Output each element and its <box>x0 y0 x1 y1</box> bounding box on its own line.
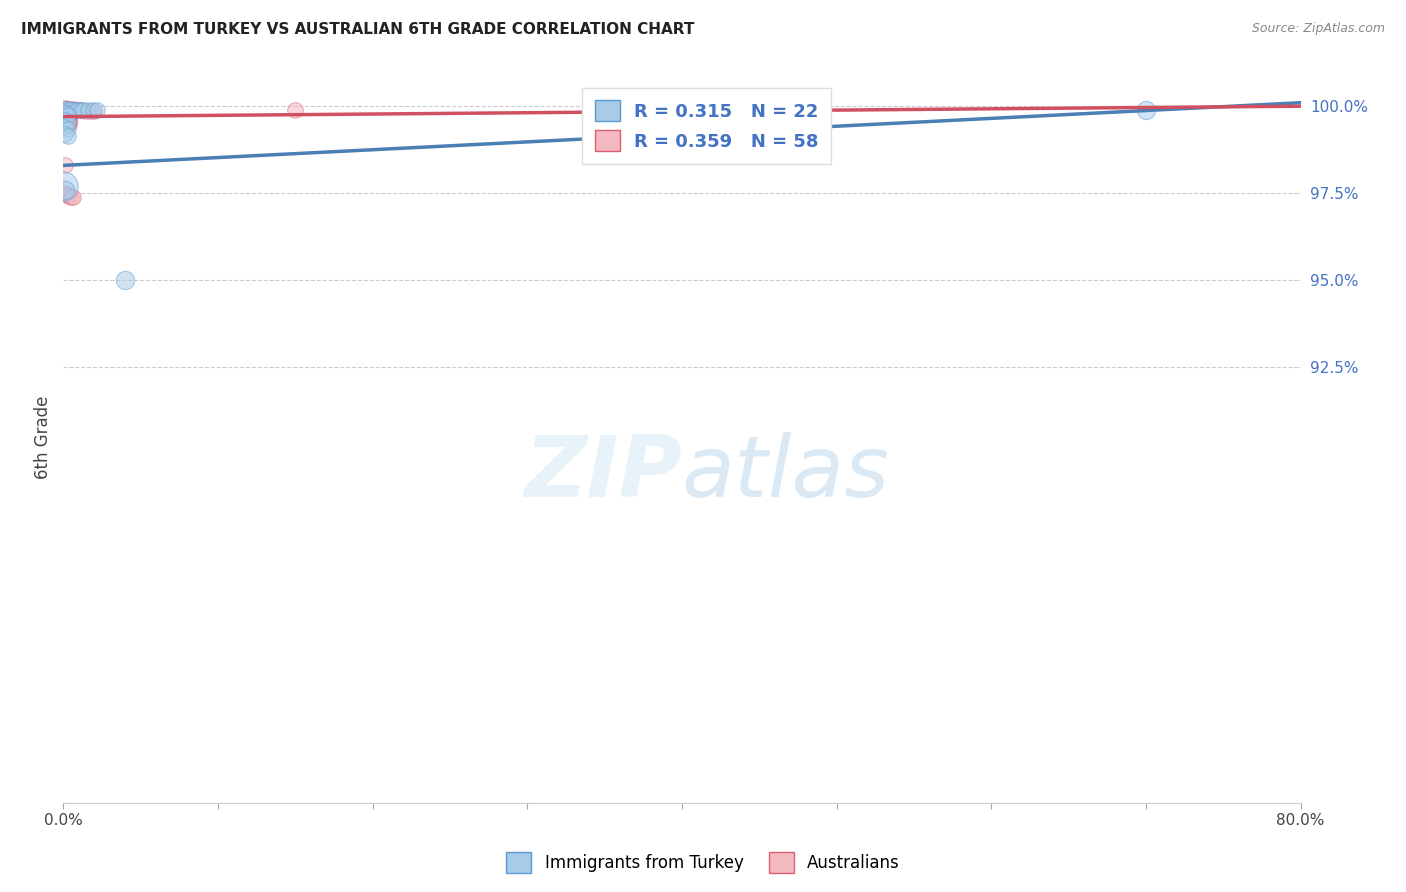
Legend: Immigrants from Turkey, Australians: Immigrants from Turkey, Australians <box>499 846 907 880</box>
Point <box>53 115 76 129</box>
Point <box>53 108 76 122</box>
Point <box>53 117 76 131</box>
Point <box>79 104 101 119</box>
Point <box>53 118 76 132</box>
Point <box>53 110 76 124</box>
Point <box>58 107 80 121</box>
Legend: R = 0.315   N = 22, R = 0.359   N = 58: R = 0.315 N = 22, R = 0.359 N = 58 <box>582 87 831 164</box>
Point <box>284 103 307 117</box>
Point <box>55 106 77 120</box>
Text: IMMIGRANTS FROM TURKEY VS AUSTRALIAN 6TH GRADE CORRELATION CHART: IMMIGRANTS FROM TURKEY VS AUSTRALIAN 6TH… <box>21 22 695 37</box>
Point <box>55 186 77 201</box>
Point <box>58 115 80 129</box>
Point <box>58 102 80 116</box>
Point <box>53 104 76 119</box>
Point <box>53 116 76 130</box>
Point <box>56 105 79 120</box>
Point <box>70 103 93 118</box>
Point <box>56 102 79 116</box>
Point <box>56 128 79 143</box>
Point <box>62 103 84 117</box>
Point <box>53 106 76 120</box>
Point <box>72 103 94 117</box>
Point <box>56 103 79 117</box>
Point <box>55 112 77 126</box>
Point <box>53 112 76 127</box>
Point <box>53 186 76 201</box>
Point <box>82 103 104 117</box>
Point <box>59 190 82 204</box>
Point <box>86 103 108 117</box>
Point <box>53 111 76 125</box>
Point <box>53 114 76 128</box>
Point <box>55 118 77 132</box>
Point <box>52 179 75 194</box>
Point <box>66 103 89 117</box>
Point <box>56 117 79 131</box>
Point <box>53 158 76 172</box>
Text: atlas: atlas <box>682 432 890 516</box>
Point <box>53 112 76 126</box>
Point <box>53 107 76 121</box>
Point <box>56 187 79 202</box>
Y-axis label: 6th Grade: 6th Grade <box>34 395 52 479</box>
Point <box>56 121 79 136</box>
Point <box>83 104 105 119</box>
Point <box>59 103 82 117</box>
Point <box>58 189 80 203</box>
Point <box>58 112 80 126</box>
Point <box>53 101 76 115</box>
Point <box>56 107 79 121</box>
Point <box>58 111 80 125</box>
Point <box>56 112 79 127</box>
Point <box>58 113 80 128</box>
Text: ZIP: ZIP <box>524 432 682 516</box>
Point <box>53 105 76 120</box>
Point <box>73 103 96 118</box>
Point <box>55 114 77 128</box>
Point <box>53 109 76 123</box>
Point <box>56 115 79 129</box>
Point <box>56 111 79 125</box>
Point <box>77 103 100 117</box>
Point <box>53 113 76 128</box>
Point <box>58 117 80 131</box>
Point <box>53 106 76 120</box>
Point <box>65 103 87 117</box>
Point <box>56 108 79 122</box>
Point <box>58 109 80 123</box>
Point <box>56 188 79 202</box>
Point <box>67 103 90 117</box>
Point <box>69 103 91 117</box>
Point <box>56 109 79 123</box>
Point <box>114 273 136 287</box>
Point <box>55 116 77 130</box>
Point <box>55 110 77 124</box>
Point <box>53 183 76 197</box>
Point <box>62 190 84 204</box>
Point <box>53 120 76 134</box>
Point <box>63 103 86 117</box>
Point <box>55 108 77 122</box>
Point <box>55 113 77 128</box>
Point <box>1135 103 1157 117</box>
Point <box>53 127 76 141</box>
Text: Source: ZipAtlas.com: Source: ZipAtlas.com <box>1251 22 1385 36</box>
Point <box>53 113 76 128</box>
Point <box>53 103 76 117</box>
Point <box>56 115 79 129</box>
Point <box>56 105 79 120</box>
